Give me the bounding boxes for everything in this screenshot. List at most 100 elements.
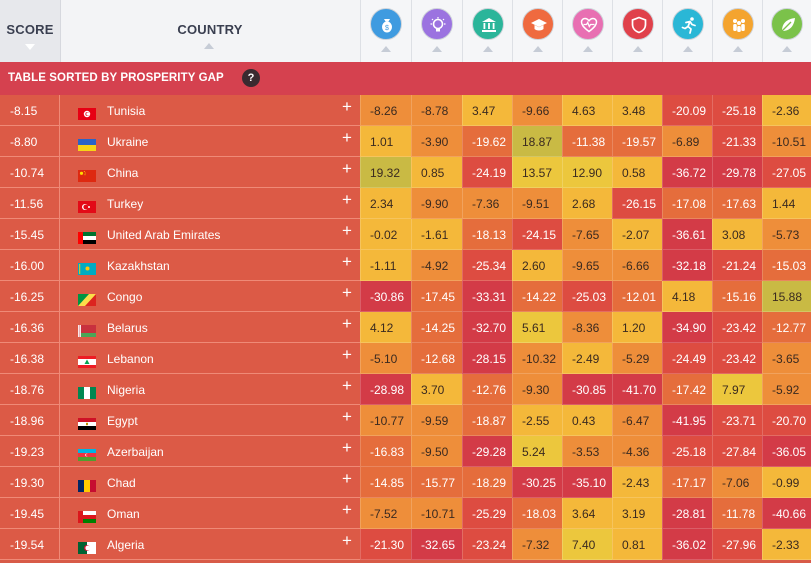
score-column-header[interactable]: SCORE: [0, 0, 60, 62]
country-name[interactable]: Chad: [107, 476, 136, 490]
country-name[interactable]: Tunisia: [107, 104, 146, 118]
country-name[interactable]: China: [107, 166, 139, 180]
pillar-column-header[interactable]: [712, 0, 762, 62]
sort-arrow-icon[interactable]: [381, 46, 391, 52]
pillar-column-header[interactable]: [662, 0, 712, 62]
pillar-value-cell: -25.34: [462, 250, 512, 281]
expand-row-plus-icon[interactable]: +: [342, 438, 352, 457]
table-row[interactable]: -19.30 Chad + -14.85 -15.77 -18.29 -30.25 -35.1…: [0, 467, 811, 498]
lightbulb-icon[interactable]: [421, 8, 453, 40]
country-name[interactable]: Azerbaijan: [107, 445, 164, 459]
country-name[interactable]: United Arab Emirates: [107, 228, 221, 242]
pillar-column-header[interactable]: [462, 0, 512, 62]
expand-row-plus-icon[interactable]: +: [342, 469, 352, 488]
graduation-cap-icon[interactable]: [521, 8, 554, 40]
pillar-value-cell: -15.03: [762, 250, 811, 281]
sort-arrow-icon[interactable]: [632, 46, 643, 52]
runner-icon[interactable]: [671, 8, 704, 40]
sort-arrow-icon[interactable]: [782, 46, 792, 52]
pillar-value-cell: -9.66: [512, 95, 562, 126]
country-name[interactable]: Belarus: [107, 321, 148, 335]
pillar-column-header[interactable]: $: [360, 0, 411, 62]
expand-row-plus-icon[interactable]: +: [342, 159, 352, 178]
pillar-value-cell: -27.05: [762, 157, 811, 188]
country-column-header[interactable]: COUNTRY: [60, 0, 360, 62]
sort-arrow-icon[interactable]: [432, 46, 442, 52]
expand-row-plus-icon[interactable]: +: [342, 252, 352, 271]
expand-row-plus-icon[interactable]: +: [342, 345, 352, 364]
row-background: [0, 436, 360, 467]
pillar-value-cell: -19.62: [462, 126, 512, 157]
table-row[interactable]: -16.25 Congo + -30.86 -17.45 -33.31 -14.22 -25.…: [0, 281, 811, 312]
country-name[interactable]: Ukraine: [107, 135, 149, 149]
country-name[interactable]: Egypt: [107, 414, 138, 428]
table-row[interactable]: -16.36 Belarus +4.12 -14.25 -32.70 5.61 -8.36 1…: [0, 312, 811, 343]
pillar-column-header[interactable]: [762, 0, 811, 62]
country-name[interactable]: Oman: [107, 507, 140, 521]
table-row[interactable]: -16.38 Lebanon + -5.10 -12.68 -28.15 -10.32 -2.…: [0, 343, 811, 374]
score-cell: -16.25: [0, 281, 60, 312]
country-name[interactable]: Nigeria: [107, 383, 146, 397]
sort-arrow-icon[interactable]: [532, 46, 543, 52]
sort-arrow-icon[interactable]: [682, 46, 693, 52]
expand-row-plus-icon[interactable]: +: [342, 97, 352, 116]
pillar-value-cell: -7.65: [562, 219, 612, 250]
pillar-value-cell: -7.36: [462, 188, 512, 219]
expand-row-plus-icon[interactable]: +: [342, 128, 352, 147]
sort-arrow-icon[interactable]: [204, 43, 214, 49]
pillar-column-header[interactable]: [562, 0, 612, 62]
country-name[interactable]: Lebanon: [107, 352, 154, 366]
sort-arrow-icon[interactable]: [482, 46, 493, 52]
help-icon[interactable]: ?: [242, 69, 260, 87]
pillar-value-cell: -2.36: [762, 95, 811, 126]
table-row[interactable]: -11.56 Turkey +2.34 -9.90 -7.36 -9.51 2.68 -26.…: [0, 188, 811, 219]
pillar-value-cell: 0.85: [411, 157, 462, 188]
table-row[interactable]: -15.45 United Arab Emirates + -0.02 -1.61 -18…: [0, 219, 811, 250]
pillar-column-header[interactable]: [411, 0, 462, 62]
row-background: [0, 219, 360, 250]
leaf-icon[interactable]: [771, 8, 803, 40]
pillar-column-header[interactable]: [612, 0, 662, 62]
pillar-value-cell: 1.01: [360, 126, 411, 157]
pillar-value-cell: -9.30: [512, 374, 562, 405]
money-bag-icon[interactable]: $: [370, 8, 402, 40]
government-building-icon[interactable]: [471, 8, 504, 40]
country-name[interactable]: Turkey: [107, 197, 144, 211]
table-row[interactable]: -8.80 Ukraine +1.01 -3.90 -19.62 18.87 -11.38-…: [0, 126, 811, 157]
expand-row-plus-icon[interactable]: +: [342, 531, 352, 550]
country-name[interactable]: Congo: [107, 290, 143, 304]
heart-pulse-icon[interactable]: [571, 8, 604, 40]
sort-arrow-icon[interactable]: [25, 44, 35, 50]
row-background: [0, 250, 360, 281]
sort-arrow-icon[interactable]: [732, 46, 743, 52]
pillar-value-cell: -32.18: [662, 250, 712, 281]
table-row[interactable]: -19.54 Algeria + -21.30 -32.65 -23.24 -7.32 7.4…: [0, 529, 811, 560]
people-group-icon[interactable]: [721, 8, 754, 40]
expand-row-plus-icon[interactable]: +: [342, 376, 352, 395]
expand-row-plus-icon[interactable]: +: [342, 283, 352, 302]
pillar-value-cell: -29.78: [712, 157, 762, 188]
country-name[interactable]: Kazakhstan: [107, 259, 170, 273]
table-row[interactable]: -10.74 China +19.32 0.85 -24.19 13.57 12.90 0.5…: [0, 157, 811, 188]
expand-row-plus-icon[interactable]: +: [342, 500, 352, 519]
country-name[interactable]: Algeria: [107, 538, 145, 552]
pillar-value-cell: -2.49: [562, 343, 612, 374]
table-row[interactable]: -19.45 Oman + -7.52 -10.71 -25.29 -18.03 3.64 3.…: [0, 498, 811, 529]
table-row[interactable]: -16.00 Kazakhstan + -1.11 -4.92 -25.34 2.60 -9.…: [0, 250, 811, 281]
sort-arrow-icon[interactable]: [582, 46, 593, 52]
shield-icon[interactable]: [621, 8, 654, 40]
expand-row-plus-icon[interactable]: +: [342, 407, 352, 426]
table-row[interactable]: -18.96 Egypt + -10.77 -9.59 -18.87 -2.55 0.43 -6…: [0, 405, 811, 436]
table-row[interactable]: -18.76 Nigeria + -28.98 3.70 -12.76 -9.30 -30.8…: [0, 374, 811, 405]
pillar-value-cell: -11.38: [562, 126, 612, 157]
pillar-value-cell: -14.22: [512, 281, 562, 312]
table-row[interactable]: -8.15 Tunisia + -8.26 -8.78 3.47 -9.66 4.63 3.48…: [0, 95, 811, 126]
row-background: [0, 405, 360, 436]
pillar-value-cell: -9.65: [562, 250, 612, 281]
pillar-column-header[interactable]: [512, 0, 562, 62]
table-header: SCORE COUNTRY $: [0, 0, 811, 62]
expand-row-plus-icon[interactable]: +: [342, 190, 352, 209]
expand-row-plus-icon[interactable]: +: [342, 314, 352, 333]
expand-row-plus-icon[interactable]: +: [342, 221, 352, 240]
table-row[interactable]: -19.23 Azerbaijan + -16.83 -9.50 -29.28 5.24 -3…: [0, 436, 811, 467]
